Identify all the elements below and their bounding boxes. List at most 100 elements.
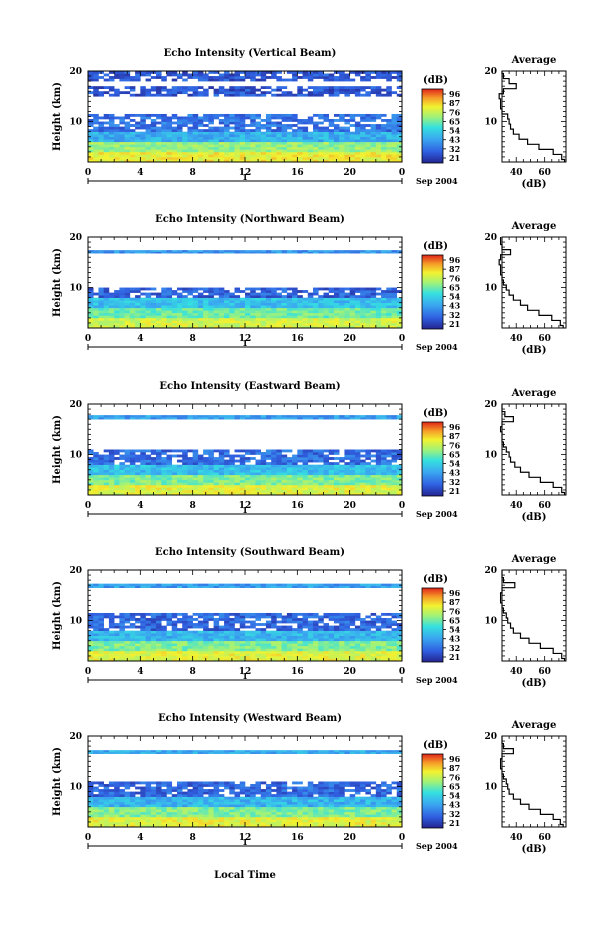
heatmap-cell: [286, 154, 293, 158]
heatmap-cell: [265, 477, 272, 481]
heatmap-cell: [182, 250, 188, 252]
heatmap-cell: [145, 464, 152, 468]
heatmap-cell: [129, 78, 136, 82]
heatmap-cell: [328, 73, 335, 77]
heatmap-cell: [93, 640, 99, 644]
heatmap-cell: [260, 250, 267, 252]
heatmap-cell: [218, 449, 225, 453]
heatmap-cell: [108, 146, 115, 150]
heatmap-cell: [213, 625, 220, 629]
heatmap-cell: [218, 129, 225, 132]
heatmap-cell: [218, 302, 225, 306]
heatmap-cell: [218, 312, 225, 316]
heatmap-cell: [297, 250, 303, 252]
heatmap-cell: [333, 305, 340, 309]
heatmap-cell: [129, 88, 136, 92]
heatmap-cell: [239, 93, 246, 97]
heatmap-cell: [119, 320, 125, 324]
heatmap-cell: [239, 149, 246, 153]
heatmap-cell: [386, 290, 392, 293]
heatmap-cell: [224, 467, 230, 471]
heatmap-cell: [265, 146, 272, 150]
heatmap-cell: [354, 643, 361, 647]
heatmap-cell: [391, 317, 398, 321]
heatmap-cell: [187, 290, 193, 293]
heatmap-cell: [265, 141, 272, 145]
heatmap-cell: [318, 71, 324, 74]
heatmap-cell: [250, 124, 256, 127]
heatmap-cell: [229, 146, 235, 150]
x-tick-label: 0: [399, 501, 405, 511]
heatmap-cell: [119, 76, 125, 79]
heatmap-cell: [360, 86, 366, 89]
heatmap-cell: [119, 464, 125, 468]
heatmap-cell: [234, 76, 241, 79]
heatmap-cell: [391, 638, 398, 642]
heatmap-cell: [349, 250, 356, 252]
avg-title: Average: [511, 221, 557, 232]
heatmap-cell: [396, 86, 403, 89]
heatmap-cell: [98, 144, 104, 148]
heatmap-cell: [229, 459, 235, 463]
heatmap-cell: [208, 454, 214, 458]
heatmap-cell: [166, 91, 173, 95]
heatmap-cell: [339, 479, 345, 483]
heatmap-cell: [166, 251, 173, 254]
heatmap-cell: [182, 415, 188, 418]
heatmap-cell: [271, 477, 277, 481]
heatmap-cell: [218, 121, 225, 125]
heatmap-cell: [93, 464, 99, 468]
heatmap-cell: [203, 482, 209, 486]
heatmap-cell: [265, 658, 272, 662]
heatmap-cell: [218, 307, 225, 311]
heatmap-cell: [255, 648, 261, 652]
heatmap-cell: [197, 307, 204, 311]
heatmap-cell: [271, 464, 277, 468]
heatmap-cell: [255, 638, 261, 642]
heatmap-cell: [150, 297, 157, 301]
heatmap-cell: [375, 477, 382, 481]
heatmap-cell: [176, 635, 183, 639]
heatmap-cell: [103, 464, 110, 468]
heatmap-cell: [208, 305, 214, 309]
heatmap-cell: [119, 322, 125, 326]
heatmap-cell: [108, 457, 115, 460]
heatmap-cell: [370, 300, 377, 304]
heatmap-cell: [114, 625, 120, 629]
heatmap-cell: [203, 139, 209, 143]
heatmap-cell: [307, 131, 314, 135]
heatmap-cell: [135, 320, 141, 324]
heatmap-cell: [88, 292, 94, 296]
heatmap-cell: [218, 459, 225, 463]
heatmap-cell: [129, 76, 136, 79]
heatmap-cell: [318, 251, 324, 254]
heatmap-cell: [276, 312, 282, 316]
heatmap-cell: [245, 492, 251, 496]
heatmap-cell: [271, 454, 277, 458]
heatmap-cell: [360, 124, 366, 127]
heatmap-cell: [197, 144, 204, 148]
heatmap-cell: [292, 310, 298, 314]
heatmap-cell: [145, 623, 152, 626]
heatmap-cell: [318, 484, 324, 488]
heatmap-cell: [396, 307, 403, 311]
heatmap-cell: [176, 645, 183, 649]
heatmap-cell: [307, 93, 314, 97]
heatmap-cell: [313, 477, 319, 481]
heatmap-cell: [323, 159, 330, 163]
heatmap-cell: [297, 91, 303, 95]
heatmap-cell: [103, 86, 110, 89]
heatmap-cell: [234, 141, 241, 145]
heatmap-cell: [318, 487, 324, 491]
heatmap-cell: [234, 71, 241, 74]
heatmap-cell: [156, 86, 162, 89]
heatmap-cell: [297, 449, 303, 453]
heatmap-cell: [313, 454, 319, 458]
heatmap-cell: [260, 482, 267, 486]
heatmap-cell: [360, 482, 366, 486]
heatmap-cell: [292, 620, 298, 624]
heatmap-cell: [344, 648, 350, 652]
heatmap-cell: [245, 300, 251, 304]
heatmap-cell: [124, 91, 131, 95]
heatmap-cell: [192, 315, 199, 319]
